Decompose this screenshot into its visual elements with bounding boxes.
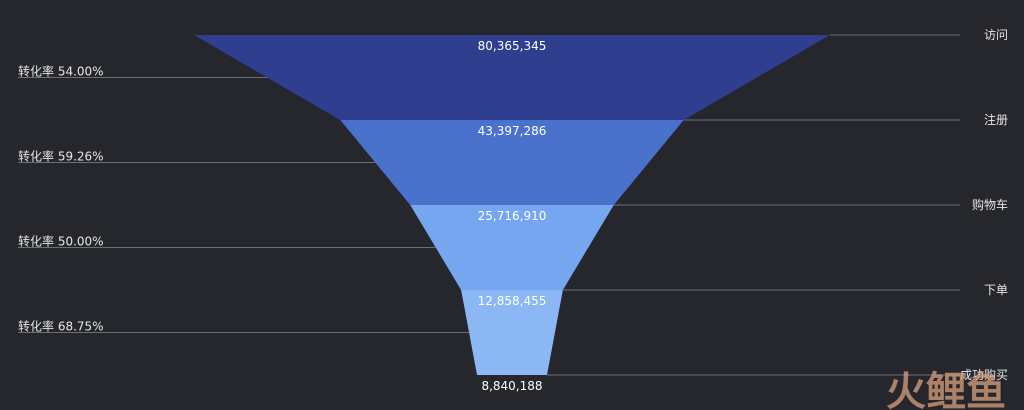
stage-label: 成功购买 <box>960 367 1008 382</box>
stage-label: 注册 <box>984 112 1008 127</box>
value-label: 43,397,286 <box>478 124 547 138</box>
value-label: 8,840,188 <box>481 379 542 393</box>
stage-label: 访问 <box>984 28 1008 42</box>
watermark-logo: 火鲤鱼 <box>886 369 1006 410</box>
stage-label: 购物车 <box>972 197 1008 212</box>
value-label: 25,716,910 <box>478 209 547 223</box>
conversion-rate-label: 转化率 50.00% <box>18 234 104 249</box>
funnel-segment-1 <box>194 35 830 120</box>
value-label: 80,365,345 <box>478 39 547 53</box>
conversion-rate-label: 转化率 68.75% <box>18 319 104 334</box>
conversion-rate-label: 转化率 59.26% <box>18 149 104 164</box>
value-label: 12,858,455 <box>478 294 547 308</box>
funnel-segment-4 <box>461 290 563 375</box>
funnel-segment-2 <box>340 120 684 205</box>
stage-label: 下单 <box>984 283 1008 297</box>
funnel-segment-3 <box>410 205 614 290</box>
conversion-rate-label: 转化率 54.00% <box>18 64 104 79</box>
